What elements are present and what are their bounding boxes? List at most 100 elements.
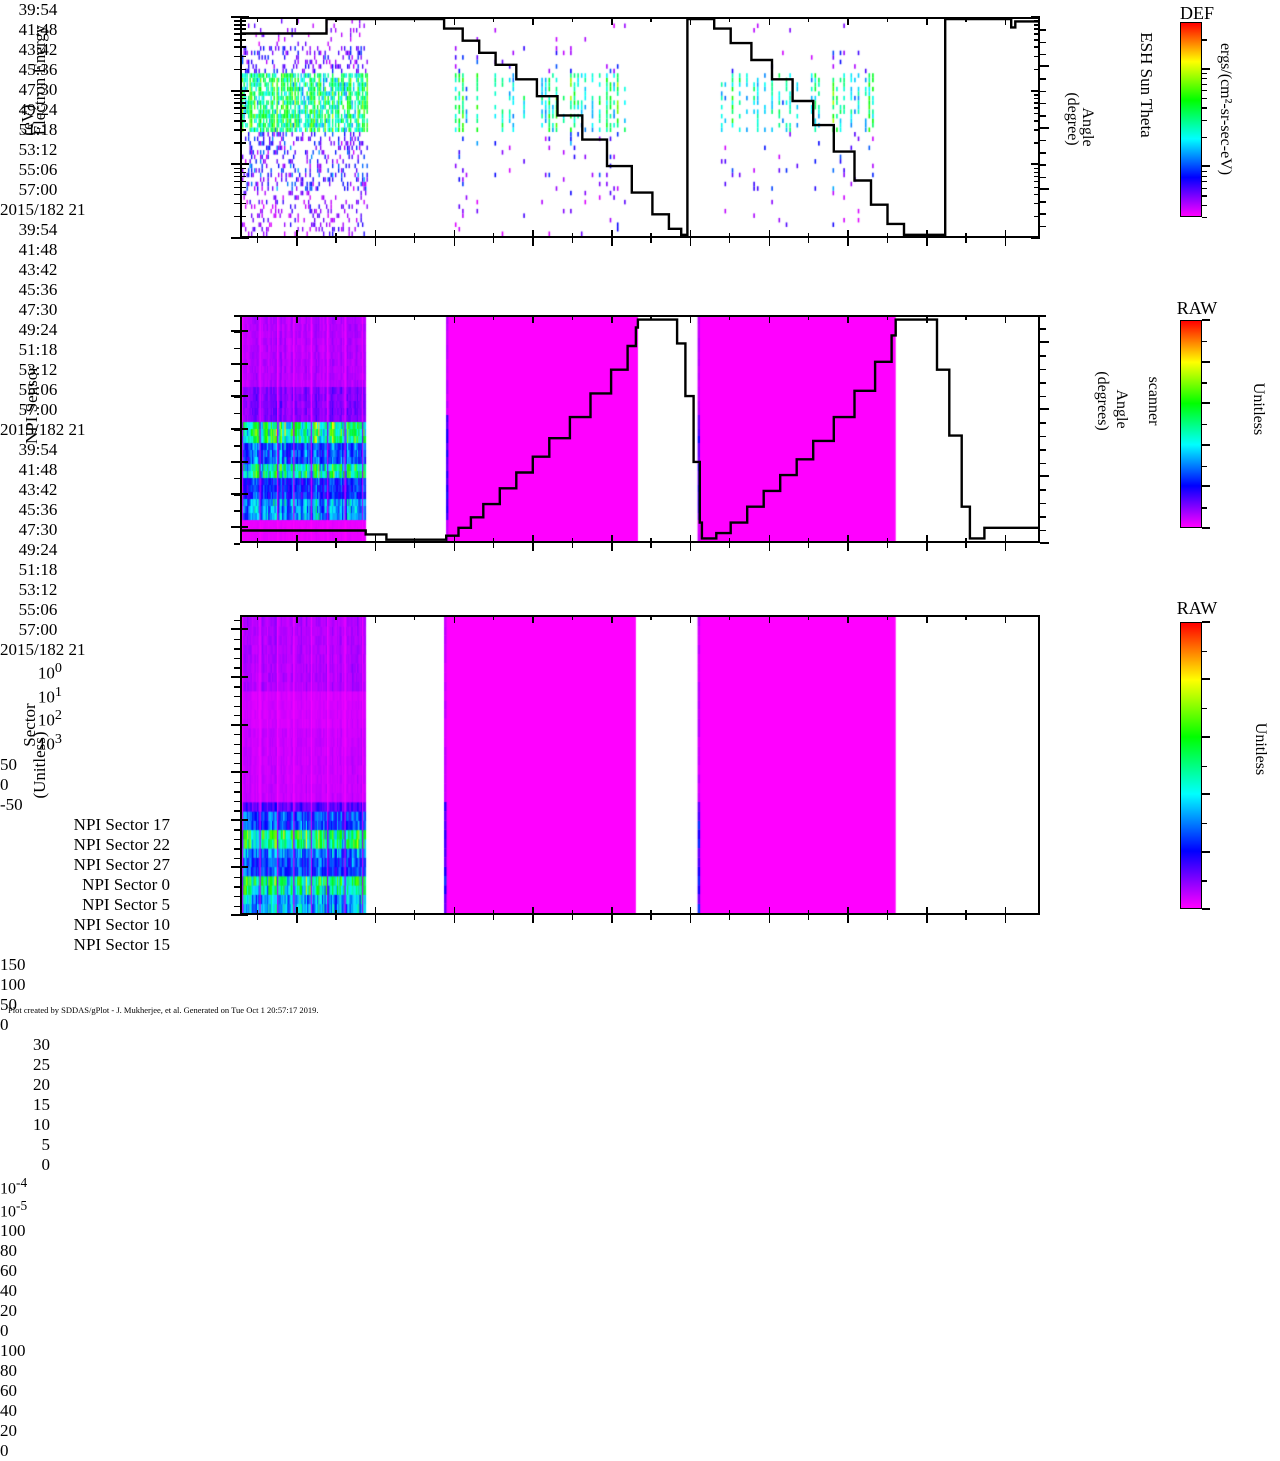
x-major-tick-top: [532, 17, 534, 25]
x-major-tick-in: [532, 230, 534, 238]
panel3-colorbar-minor-tick: [1202, 822, 1207, 825]
panel2-colorbar-major-tick: [1202, 402, 1210, 405]
y-major-tick-r: [1031, 89, 1040, 92]
panel2-colorbar-major-tick: [1202, 319, 1210, 321]
y-minor-tick: [240, 180, 246, 183]
x-tick-label: 51:18: [18, 340, 58, 359]
y-minor-tick-r: [1034, 171, 1040, 174]
x-major-tick-out: [453, 238, 456, 246]
x-major-tick-out: [453, 543, 456, 551]
y-minor-tick: [240, 46, 246, 48]
y-minor-tick-r: [1034, 39, 1040, 41]
panel2-colorbar-major-tick: [1202, 443, 1210, 446]
panel1-colorbar-minor-tick: [1202, 107, 1207, 109]
y-minor-tick-out: [234, 39, 240, 41]
x-major-tick-in: [296, 230, 298, 238]
panel3-y-minor-tick: [234, 838, 240, 841]
panel1-right-minor-tick: [1040, 115, 1046, 117]
x-minor-tick-top: [729, 315, 731, 320]
y-minor-tick-r: [1034, 180, 1040, 183]
x-minor-tick-top: [492, 315, 495, 320]
panel3-colorbar-major-tick: [1202, 908, 1210, 910]
y-minor-tick-out: [234, 107, 240, 109]
y-minor-tick: [240, 167, 246, 170]
x-minor-tick-in: [807, 233, 810, 238]
y-minor-tick-r: [1034, 120, 1040, 122]
x-minor-tick-top: [650, 315, 652, 320]
x-minor-tick-top: [492, 17, 495, 22]
y-major-tick: [240, 163, 249, 166]
y-minor-tick-r: [1034, 193, 1040, 196]
x-major-tick-out: [611, 915, 613, 923]
panel2-y-major-tick-in: [240, 525, 248, 528]
panel2-right-sub2: (degrees): [1094, 371, 1111, 431]
panel3-y-minor-tick: [234, 896, 240, 898]
panel3-y-minor-tick: [234, 876, 240, 879]
panel3-y-minor-tick: [234, 648, 240, 650]
panel2-y-tick-label: NPI Sector 15: [73, 934, 170, 954]
panel1-y-units: (eV): [18, 104, 37, 136]
panel1-right-minor-tick: [1040, 176, 1046, 179]
panel2-y-major-tick-in: [240, 428, 248, 430]
x-major-tick-out: [296, 238, 298, 246]
x-minor-tick-top: [886, 17, 888, 22]
x-major-tick-in: [768, 907, 771, 915]
panel1-colorbar-minor-tick: [1202, 170, 1207, 172]
panel3-colorbar-minor-tick: [1202, 708, 1207, 710]
x-major-tick-top: [453, 615, 456, 623]
x-minor-tick-out: [807, 915, 810, 920]
panel3-y-tick-label: 5: [41, 1134, 51, 1154]
x-major-tick-top: [926, 615, 928, 623]
panel3-y-major-tick-in: [240, 675, 248, 678]
x-minor-tick-out: [886, 543, 888, 548]
x-major-tick-out: [768, 543, 771, 551]
panel2-y-minor-tick: [234, 543, 240, 545]
x-minor-tick-out: [886, 915, 888, 920]
panel3-colorbar-major-tick: [1202, 678, 1210, 681]
y-major-tick-r: [1031, 163, 1040, 166]
panel3-y-tick-label: 20: [33, 1074, 50, 1094]
panel3-y-minor-tick: [234, 886, 240, 888]
x-major-tick-out: [374, 915, 377, 923]
panel1-y-tick-label: 101: [37, 683, 62, 707]
x-minor-tick-in: [965, 233, 967, 238]
panel1-right-minor-tick: [1040, 78, 1046, 80]
x-major-tick-in: [611, 535, 613, 543]
panel1-colorbar-minor-tick: [1202, 204, 1207, 207]
y-major-tick-out: [231, 237, 240, 239]
panel1-right-major-tick: [1040, 126, 1049, 129]
x-major-tick-top: [453, 17, 456, 25]
panel1-colorbar-major-tick: [1202, 67, 1210, 70]
panel3-y-minor-tick: [234, 743, 240, 745]
y-minor-tick-r: [1034, 129, 1040, 131]
panel2-colorbar-tick-label: 20: [0, 1301, 17, 1321]
y-minor-tick: [240, 28, 246, 30]
x-major-tick-top: [1004, 315, 1007, 323]
x-major-tick-out: [453, 915, 456, 923]
y-minor-tick-out: [234, 20, 240, 22]
panel2-y-tick-label: NPI Sector 27: [73, 854, 170, 874]
panel2-colorbar-tick-label: 40: [0, 1281, 17, 1301]
panel2-y-minor-tick: [234, 477, 240, 480]
x-tick-label: 39:54: [18, 220, 58, 239]
x-minor-tick-in: [414, 910, 416, 915]
x-tick-label: 45:36: [18, 500, 58, 519]
x-tick-label: 57:00: [18, 620, 58, 639]
panel2-right-major-tick: [1040, 340, 1049, 343]
x-major-tick-top: [926, 315, 928, 323]
panel1-right-minor-tick: [1040, 102, 1046, 105]
panel3-y-major-tick-in: [240, 771, 248, 774]
x-major-tick-out: [847, 915, 849, 923]
panel3-y-minor-tick: [234, 638, 240, 641]
x-major-tick-out: [374, 543, 377, 551]
panel1-right-tick-label: 50: [0, 754, 17, 774]
x-minor-tick-out: [965, 915, 967, 920]
x-minor-tick-out: [729, 543, 731, 548]
panel2-colorbar-minor-tick: [1202, 340, 1207, 343]
y-minor-tick-r: [1034, 175, 1040, 178]
x-tick-label: 55:06: [18, 600, 58, 619]
panel1-right-tick-label: -50: [0, 794, 23, 814]
x-tick-label: 43:42: [18, 480, 58, 499]
y-minor-tick: [240, 142, 246, 144]
x-minor-tick-out: [256, 238, 258, 243]
